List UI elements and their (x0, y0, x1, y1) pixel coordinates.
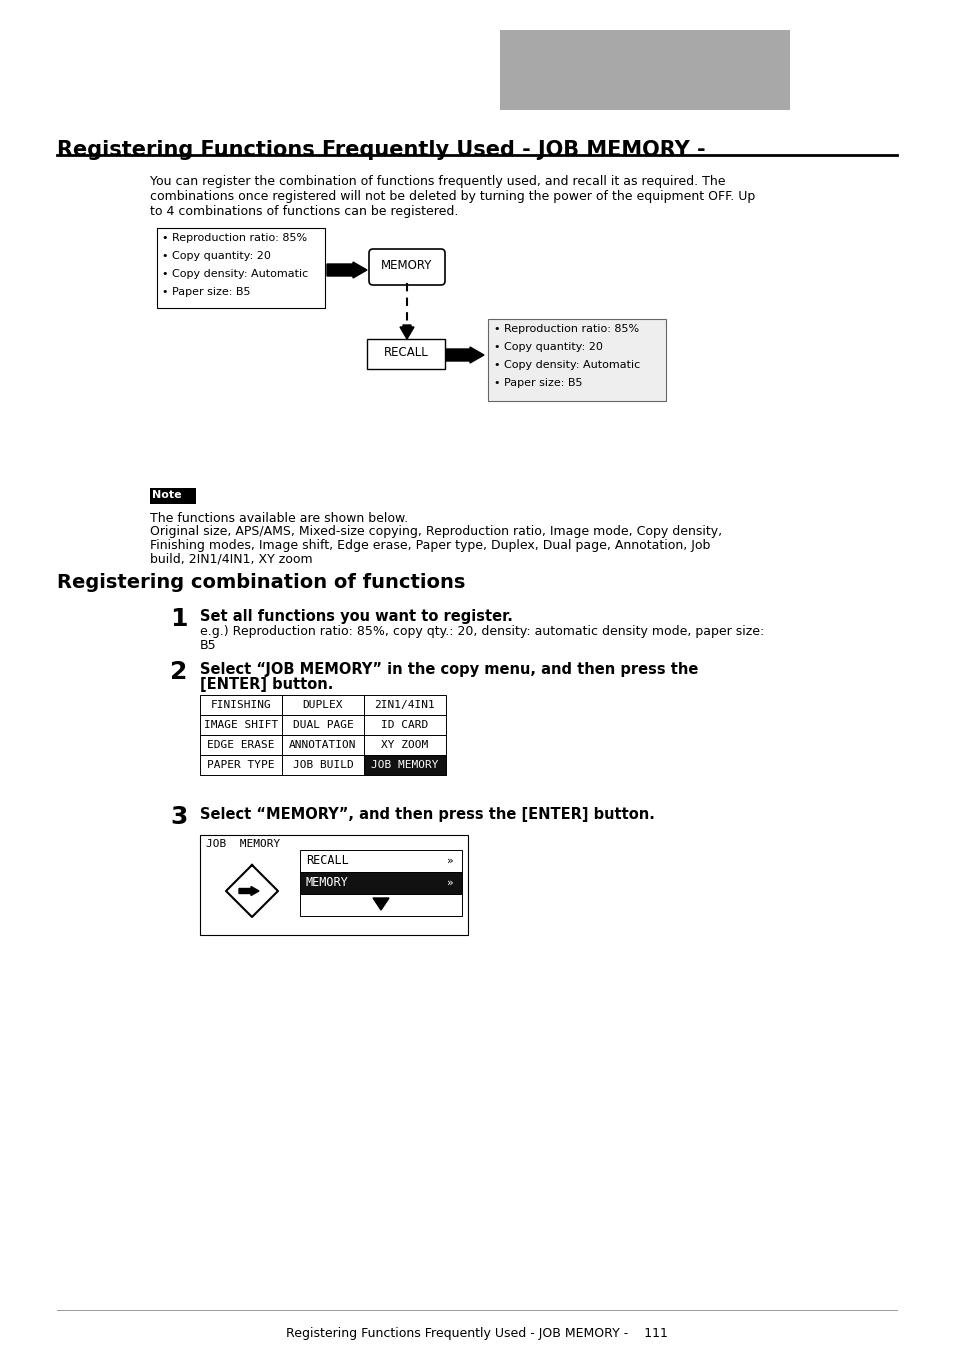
FancyArrow shape (399, 326, 414, 339)
Text: e.g.) Reproduction ratio: 85%, copy qty.: 20, density: automatic density mode, p: e.g.) Reproduction ratio: 85%, copy qty.… (200, 626, 763, 638)
Text: MEMORY: MEMORY (306, 877, 349, 889)
Text: JOB MEMORY: JOB MEMORY (371, 761, 438, 770)
FancyArrow shape (327, 262, 367, 278)
Bar (282, 694, 364, 715)
Bar (200, 755, 282, 775)
Text: FINISHING: FINISHING (211, 700, 271, 711)
Bar (157, 228, 325, 308)
Text: DUPLEX: DUPLEX (302, 700, 343, 711)
FancyArrow shape (239, 886, 258, 896)
Text: 2: 2 (170, 661, 187, 684)
Bar (488, 319, 665, 401)
Text: You can register the combination of functions frequently used, and recall it as : You can register the combination of func… (150, 176, 724, 188)
Text: »: » (447, 878, 454, 888)
Text: • Copy density: Automatic: • Copy density: Automatic (494, 359, 639, 370)
Bar (499, 30, 789, 109)
Text: • Paper size: B5: • Paper size: B5 (494, 378, 582, 388)
Text: 1: 1 (170, 607, 188, 631)
Bar (200, 735, 282, 755)
Text: JOB  MEMORY: JOB MEMORY (206, 839, 280, 848)
Text: to 4 combinations of functions can be registered.: to 4 combinations of functions can be re… (150, 205, 457, 218)
FancyArrow shape (446, 347, 483, 363)
Bar (299, 871, 461, 894)
Bar (364, 715, 446, 735)
FancyBboxPatch shape (367, 339, 444, 369)
Bar (282, 715, 364, 735)
Text: Original size, APS/AMS, Mixed-size copying, Reproduction ratio, Image mode, Copy: Original size, APS/AMS, Mixed-size copyi… (150, 526, 721, 538)
Text: 2IN1/4IN1: 2IN1/4IN1 (375, 700, 435, 711)
Bar (364, 755, 446, 775)
Text: RECALL: RECALL (306, 854, 349, 867)
Bar (299, 850, 461, 871)
Bar (299, 894, 461, 916)
Text: Select “JOB MEMORY” in the copy menu, and then press the: Select “JOB MEMORY” in the copy menu, an… (200, 662, 698, 677)
Text: EDGE ERASE: EDGE ERASE (207, 740, 274, 750)
Text: combinations once registered will not be deleted by turning the power of the equ: combinations once registered will not be… (150, 190, 755, 203)
Text: • Copy density: Automatic: • Copy density: Automatic (162, 269, 308, 280)
Text: Select “MEMORY”, and then press the [ENTER] button.: Select “MEMORY”, and then press the [ENT… (200, 807, 654, 821)
Text: B5: B5 (200, 639, 216, 653)
Text: Registering Functions Frequently Used - JOB MEMORY -: Registering Functions Frequently Used - … (57, 141, 705, 159)
Text: ID CARD: ID CARD (381, 720, 428, 730)
Text: The functions available are shown below.: The functions available are shown below. (150, 512, 408, 526)
Bar (200, 694, 282, 715)
Bar (200, 835, 468, 935)
Bar (364, 694, 446, 715)
Text: Set all functions you want to register.: Set all functions you want to register. (200, 609, 513, 624)
Text: RECALL: RECALL (383, 346, 428, 359)
Text: • Reproduction ratio: 85%: • Reproduction ratio: 85% (494, 324, 639, 334)
Text: • Reproduction ratio: 85%: • Reproduction ratio: 85% (162, 232, 307, 243)
Bar (200, 715, 282, 735)
Text: »: » (447, 857, 454, 866)
Text: • Copy quantity: 20: • Copy quantity: 20 (162, 251, 271, 261)
FancyBboxPatch shape (369, 249, 444, 285)
Text: JOB BUILD: JOB BUILD (293, 761, 353, 770)
Text: IMAGE SHIFT: IMAGE SHIFT (204, 720, 278, 730)
Bar (150, 488, 195, 504)
Text: • Copy quantity: 20: • Copy quantity: 20 (494, 342, 602, 353)
Text: • Paper size: B5: • Paper size: B5 (162, 286, 251, 297)
Text: DUAL PAGE: DUAL PAGE (293, 720, 353, 730)
Text: PAPER TYPE: PAPER TYPE (207, 761, 274, 770)
Bar (364, 735, 446, 755)
Bar (282, 755, 364, 775)
Text: build, 2IN1/4IN1, XY zoom: build, 2IN1/4IN1, XY zoom (150, 553, 313, 566)
Text: XY ZOOM: XY ZOOM (381, 740, 428, 750)
Text: Registering combination of functions: Registering combination of functions (57, 573, 465, 592)
Text: Note: Note (152, 490, 181, 500)
Bar (282, 735, 364, 755)
Text: MEMORY: MEMORY (381, 259, 433, 272)
Text: Finishing modes, Image shift, Edge erase, Paper type, Duplex, Dual page, Annotat: Finishing modes, Image shift, Edge erase… (150, 539, 710, 553)
Text: ANNOTATION: ANNOTATION (289, 740, 356, 750)
Text: 3: 3 (170, 805, 187, 830)
Text: Registering Functions Frequently Used - JOB MEMORY -    111: Registering Functions Frequently Used - … (286, 1327, 667, 1340)
Text: [ENTER] button.: [ENTER] button. (200, 677, 333, 692)
Polygon shape (373, 898, 389, 911)
